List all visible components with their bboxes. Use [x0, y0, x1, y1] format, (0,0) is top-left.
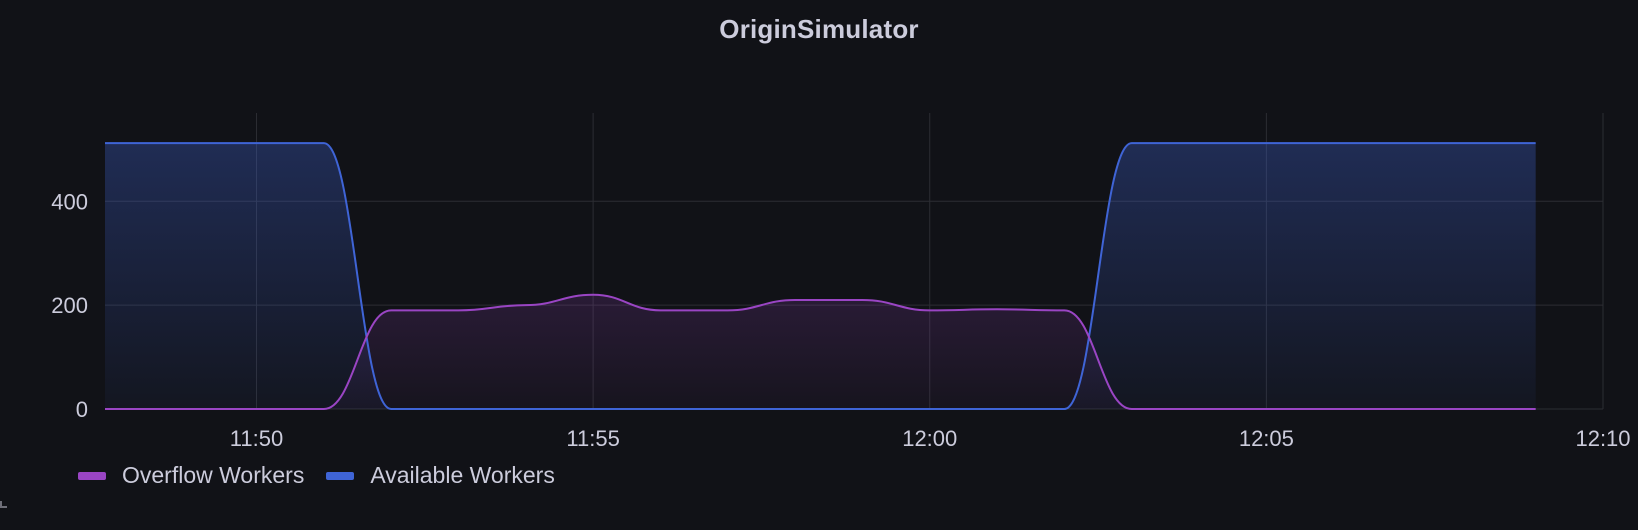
x-tick-label: 11:55 — [566, 426, 619, 451]
available-workers-line — [104, 142, 1536, 411]
available-workers-area — [105, 143, 1536, 409]
y-tick-label: 400 — [51, 189, 88, 214]
available-workers-swatch-icon — [326, 471, 355, 480]
series-areas — [105, 143, 1536, 409]
series-lines — [104, 142, 1536, 411]
legend-item-overflow-workers[interactable]: Overflow Workers — [78, 462, 304, 489]
overflow-workers-swatch-icon — [78, 471, 106, 480]
legend-label: Overflow Workers — [122, 462, 305, 488]
y-tick-label: 0 — [76, 397, 88, 422]
panel-title: OriginSimulator — [719, 14, 919, 44]
resize-handle-icon[interactable] — [0, 501, 7, 508]
x-tick-label: 12:00 — [902, 426, 957, 451]
x-tick-label: 11:50 — [230, 426, 283, 451]
x-tick-label: 12:10 — [1575, 426, 1630, 451]
legend: Overflow Workers Available Workers — [78, 462, 555, 489]
x-tick-label: 12:05 — [1239, 426, 1294, 451]
x-axis-tick-labels: 11:50 11:55 12:00 12:05 12:10 — [230, 426, 1631, 451]
legend-item-available-workers[interactable]: Available Workers — [326, 462, 555, 489]
y-tick-label: 200 — [51, 293, 88, 318]
legend-label: Available Workers — [370, 462, 555, 488]
overflow-workers-area — [105, 294, 1536, 409]
y-axis-tick-labels: 0 200 400 — [51, 189, 88, 422]
overflow-workers-line — [105, 293, 1536, 411]
